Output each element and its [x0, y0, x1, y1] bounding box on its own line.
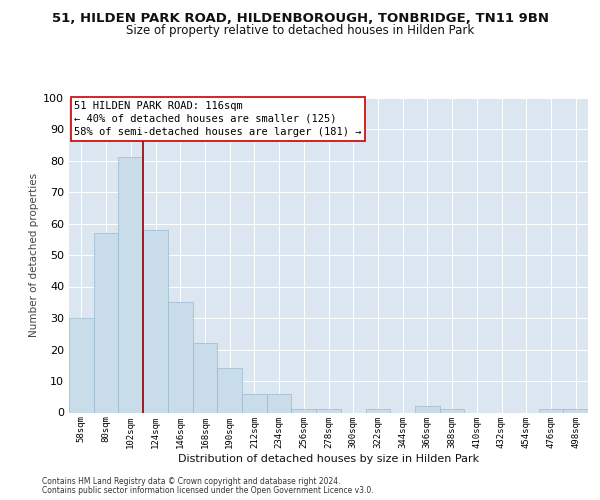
Bar	[267, 394, 292, 412]
Bar	[292, 410, 316, 412]
Bar	[168, 302, 193, 412]
X-axis label: Distribution of detached houses by size in Hilden Park: Distribution of detached houses by size …	[178, 454, 479, 464]
Text: Size of property relative to detached houses in Hilden Park: Size of property relative to detached ho…	[126, 24, 474, 37]
Bar	[365, 410, 390, 412]
Text: Contains HM Land Registry data © Crown copyright and database right 2024.: Contains HM Land Registry data © Crown c…	[42, 477, 341, 486]
Bar	[69, 318, 94, 412]
Bar	[143, 230, 168, 412]
Bar	[415, 406, 440, 412]
Bar	[118, 158, 143, 412]
Text: 51 HILDEN PARK ROAD: 116sqm
← 40% of detached houses are smaller (125)
58% of se: 51 HILDEN PARK ROAD: 116sqm ← 40% of det…	[74, 100, 362, 137]
Bar	[440, 410, 464, 412]
Text: Contains public sector information licensed under the Open Government Licence v3: Contains public sector information licen…	[42, 486, 374, 495]
Bar	[242, 394, 267, 412]
Bar	[217, 368, 242, 412]
Bar	[316, 410, 341, 412]
Bar	[94, 233, 118, 412]
Bar	[563, 410, 588, 412]
Bar	[193, 343, 217, 412]
Y-axis label: Number of detached properties: Number of detached properties	[29, 173, 39, 337]
Bar	[539, 410, 563, 412]
Text: 51, HILDEN PARK ROAD, HILDENBOROUGH, TONBRIDGE, TN11 9BN: 51, HILDEN PARK ROAD, HILDENBOROUGH, TON…	[52, 12, 548, 26]
